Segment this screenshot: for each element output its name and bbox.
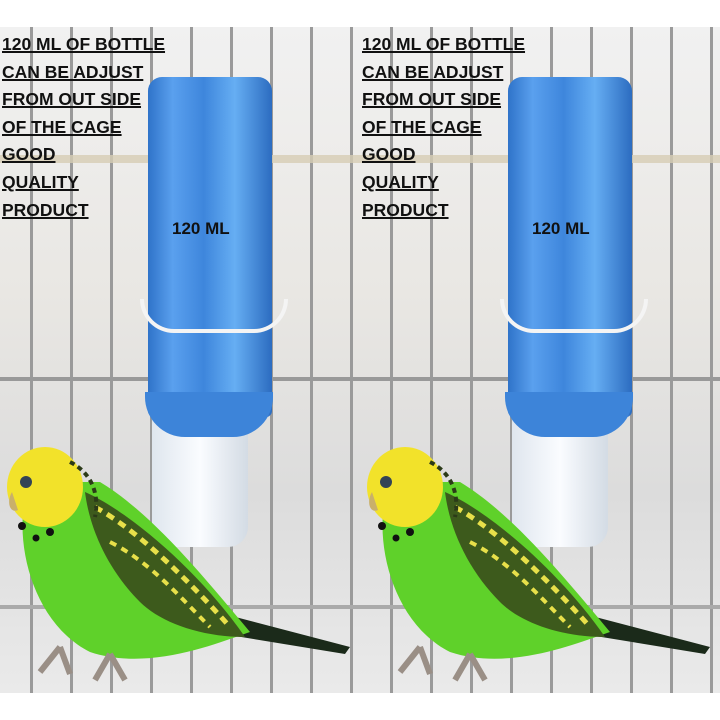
bottle-capacity-label: 120 ML: [172, 219, 230, 238]
product-description: 120 ML OF BOTTLE CAN BE ADJUST FROM OUT SI…: [2, 31, 165, 224]
product-photo-left: 120 ML 120 ML OF BOTTLE CAN BE ADJUST FROM…: [0, 27, 360, 693]
description-line: 120 ML OF BOTTLE: [362, 34, 526, 54]
description-line: GOOD: [362, 144, 416, 165]
cage-clip: [500, 299, 648, 333]
water-bottle: [508, 77, 632, 417]
description-line: GOOD: [2, 144, 56, 165]
bottle-capacity-label: 120 ML: [532, 219, 590, 238]
description-line: CAN BE ADJUST: [2, 61, 144, 82]
description-line: FROM OUT SIDE: [362, 89, 502, 110]
description-line: OF THE CAGE: [2, 116, 122, 137]
description-line: QUALITY: [362, 171, 439, 192]
description-line: QUALITY: [2, 171, 79, 192]
product-description: 120 ML OF BOTTLE CAN BE ADJUST FROM OUT SI…: [362, 31, 525, 224]
bottle-ring: [505, 392, 633, 437]
description-line: PRODUCT: [2, 199, 89, 220]
description-line: OF THE CAGE: [362, 116, 482, 137]
cage-clip: [140, 299, 288, 333]
product-photo-right: 120 ML 120 ML OF BOTTLE CAN BE ADJUST FROM…: [360, 27, 720, 693]
description-line: CAN BE ADJUST: [362, 61, 504, 82]
bottle-ring: [145, 392, 273, 437]
water-bottle: [148, 77, 272, 417]
description-line: FROM OUT SIDE: [2, 89, 142, 110]
description-line: 120 ML OF BOTTLE: [2, 34, 166, 54]
description-line: PRODUCT: [362, 199, 449, 220]
